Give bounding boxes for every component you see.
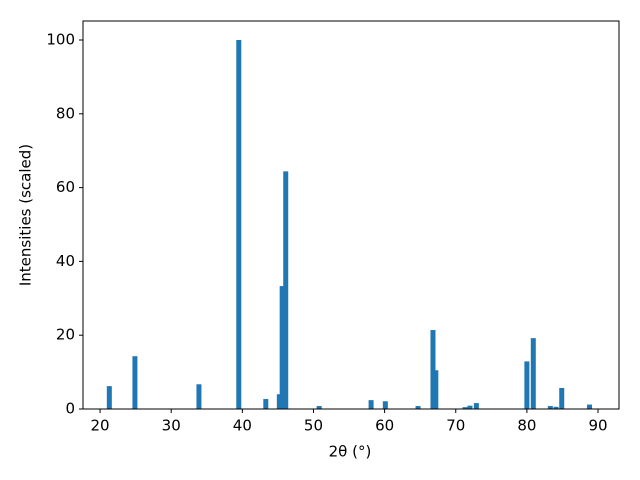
- bar: [433, 370, 439, 409]
- bar: [524, 361, 530, 409]
- bar: [276, 394, 282, 409]
- bar: [559, 387, 565, 409]
- bar: [553, 406, 559, 409]
- bar: [430, 330, 436, 409]
- y-axis-label: Intensities (scaled): [17, 144, 35, 286]
- x-tick-label: 20: [91, 417, 110, 435]
- bar: [106, 386, 112, 409]
- x-tick-label: 90: [588, 417, 607, 435]
- bar: [415, 406, 421, 409]
- x-tick-label: 60: [375, 417, 394, 435]
- bar: [462, 407, 468, 409]
- y-tick-label: 100: [46, 31, 75, 49]
- y-tick-label: 20: [56, 326, 75, 344]
- bar: [263, 399, 269, 409]
- bar: [586, 404, 592, 409]
- y-tick-label: 0: [65, 400, 75, 418]
- plot-frame: [82, 20, 620, 410]
- bar: [132, 356, 138, 409]
- bar: [279, 286, 285, 409]
- bar: [316, 406, 322, 409]
- bar: [283, 171, 289, 409]
- x-tick-label: 80: [517, 417, 536, 435]
- bar: [368, 400, 374, 409]
- y-tick-label: 80: [56, 104, 75, 122]
- bar: [467, 405, 473, 409]
- bar: [236, 40, 242, 410]
- bar: [382, 401, 388, 409]
- bar: [547, 406, 553, 409]
- x-tick-label: 30: [162, 417, 181, 435]
- bar: [530, 338, 536, 409]
- x-tick-label: 50: [304, 417, 323, 435]
- x-axis-label: 2θ (°): [329, 443, 372, 461]
- y-tick-label: 60: [56, 178, 75, 196]
- x-tick-label: 70: [446, 417, 465, 435]
- y-tick-label: 40: [56, 252, 75, 270]
- x-tick-label: 40: [233, 417, 252, 435]
- bar: [196, 384, 202, 409]
- bar: [473, 403, 479, 409]
